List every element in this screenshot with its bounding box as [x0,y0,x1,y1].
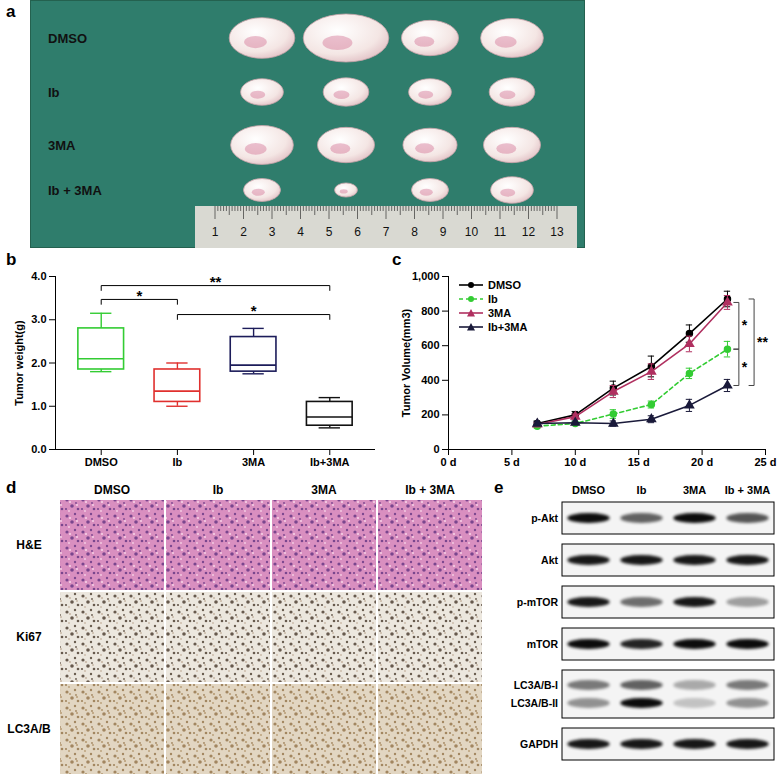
svg-text:1,000: 1,000 [412,270,440,282]
svg-text:10: 10 [465,225,479,239]
svg-text:3: 3 [269,225,276,239]
html-text:3MA: 3MA [488,307,512,319]
html-text:DMSO: DMSO [488,279,521,291]
svg-text:GAPDH: GAPDH [520,738,558,750]
svg-text:3.0: 3.0 [31,313,46,325]
svg-text:7: 7 [383,225,390,239]
svg-text:*: * [136,287,142,304]
svg-text:13: 13 [550,225,564,239]
svg-text:Tumor Volume(mm3): Tumor Volume(mm3) [400,308,412,417]
svg-text:9: 9 [440,225,447,239]
svg-text:**: ** [757,334,768,350]
svg-text:3MA: 3MA [242,456,265,468]
svg-text:**: ** [210,273,222,290]
svg-text:8: 8 [411,225,418,239]
svg-text:mTOR: mTOR [527,638,559,650]
svg-text:1: 1 [212,225,219,239]
svg-text:p-mTOR: p-mTOR [517,596,559,608]
svg-text:3MA: 3MA [311,483,337,497]
svg-text:600: 600 [421,339,439,351]
svg-text:12: 12 [522,225,536,239]
svg-text:0 d: 0 d [441,456,457,468]
svg-text:20 d: 20 d [691,456,713,468]
svg-text:0.0: 0.0 [31,443,46,455]
svg-text:Akt: Akt [541,554,558,566]
svg-text:Ib + 3MA: Ib + 3MA [48,183,102,198]
svg-text:800: 800 [421,305,439,317]
svg-text:Ib: Ib [48,85,60,100]
svg-text:Ib: Ib [213,483,224,497]
svg-text:DMSO: DMSO [572,484,605,496]
svg-text:2.0: 2.0 [31,357,46,369]
svg-text:DMSO: DMSO [85,456,118,468]
svg-text:LC3A/B-I: LC3A/B-I [514,679,558,691]
svg-text:200: 200 [421,408,439,420]
html-text:c: c [392,250,402,269]
svg-text:LC3A/B-II: LC3A/B-II [511,697,558,709]
svg-text:*: * [251,302,257,319]
svg-text:4.0: 4.0 [31,270,46,282]
html-text:b: b [6,250,17,269]
svg-text:3MA: 3MA [683,484,706,496]
svg-text:*: * [742,359,748,375]
html-text:Ib: Ib [488,293,498,305]
svg-text:5: 5 [326,225,333,239]
svg-text:11: 11 [494,225,507,239]
svg-text:LC3A/B: LC3A/B [7,722,51,736]
svg-text:Ib: Ib [637,484,647,496]
svg-text:1.0: 1.0 [31,400,46,412]
svg-text:0: 0 [433,443,439,455]
svg-text:Ib + 3MA: Ib + 3MA [405,483,455,497]
svg-text:4: 4 [297,225,304,239]
html-text:a: a [6,2,16,21]
svg-text:25 d: 25 d [754,456,776,468]
svg-text:p-Akt: p-Akt [531,512,558,524]
svg-text:Tumor weight(g): Tumor weight(g) [13,320,25,406]
html-text:Ib+3MA: Ib+3MA [488,321,528,333]
svg-text:15 d: 15 d [628,456,650,468]
svg-text:5 d: 5 d [504,456,520,468]
svg-text:3MA: 3MA [48,138,76,153]
svg-text:DMSO: DMSO [48,31,87,46]
html-text:e: e [494,478,504,497]
svg-text:Ib+3MA: Ib+3MA [310,456,349,468]
svg-text:400: 400 [421,374,439,386]
html-text:d: d [6,478,17,497]
svg-text:Ib + 3MA: Ib + 3MA [725,484,771,496]
svg-text:10 d: 10 d [564,456,586,468]
svg-text:Ib: Ib [173,456,183,468]
svg-text:Ki67: Ki67 [16,630,42,644]
svg-text:*: * [742,317,748,333]
svg-text:DMSO: DMSO [94,483,130,497]
svg-text:H&E: H&E [16,538,41,552]
svg-text:6: 6 [354,225,361,239]
svg-text:2: 2 [240,225,247,239]
